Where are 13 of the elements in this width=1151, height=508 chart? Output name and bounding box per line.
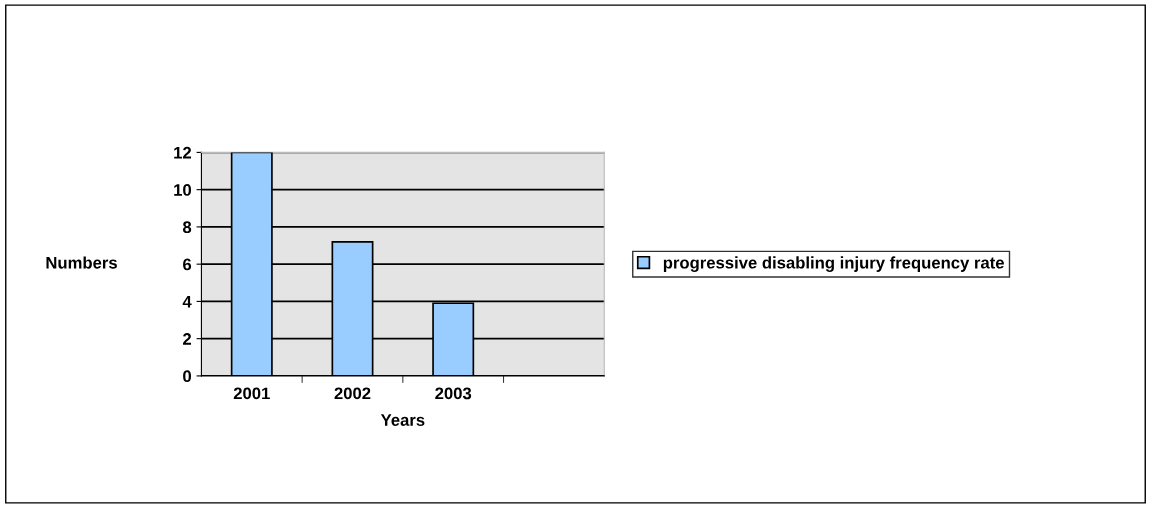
y-tick-label: 4 (182, 295, 192, 308)
y-tick-label: 10 (174, 184, 192, 196)
y-axis-title: Numbers (46, 256, 117, 269)
x-tick-label: 2003 (435, 387, 472, 400)
x-tick-label: 2002 (334, 387, 371, 400)
y-tick-label: 2 (183, 333, 192, 345)
y-tick-label: 12 (174, 146, 192, 159)
y-tick-label: 0 (183, 370, 192, 383)
y-tick-label: 8 (182, 221, 192, 234)
x-tick-label: 2001 (233, 387, 270, 400)
legend-label: progressive disabling injury frequency rate (663, 256, 1004, 272)
x-axis-title: Years (380, 414, 425, 426)
y-tick-label: 6 (183, 258, 192, 271)
